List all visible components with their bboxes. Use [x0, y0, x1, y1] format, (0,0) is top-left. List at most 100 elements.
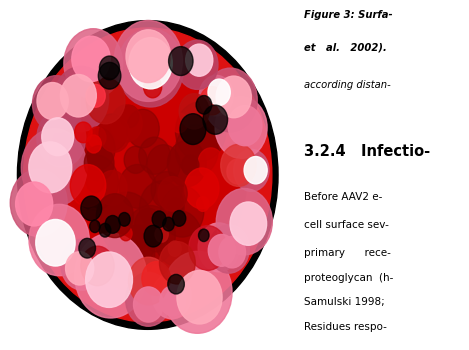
Circle shape [86, 172, 104, 193]
Circle shape [44, 52, 252, 298]
Circle shape [50, 59, 245, 291]
Circle shape [39, 46, 257, 303]
Circle shape [45, 54, 250, 296]
Circle shape [176, 40, 218, 89]
Circle shape [117, 138, 179, 212]
Circle shape [159, 241, 195, 284]
Circle shape [189, 226, 227, 271]
Circle shape [61, 239, 104, 290]
Text: Residues respo-: Residues respo- [304, 322, 387, 332]
Circle shape [86, 78, 125, 124]
Circle shape [99, 223, 111, 237]
Circle shape [48, 57, 247, 293]
Circle shape [33, 39, 263, 311]
Circle shape [208, 234, 235, 266]
Circle shape [134, 287, 163, 322]
Circle shape [100, 192, 153, 255]
Circle shape [78, 127, 115, 171]
Circle shape [48, 57, 247, 293]
Circle shape [197, 197, 209, 211]
Circle shape [70, 164, 106, 206]
Circle shape [152, 273, 191, 319]
Circle shape [119, 164, 156, 208]
Circle shape [158, 176, 187, 211]
Circle shape [219, 236, 245, 268]
Circle shape [124, 225, 155, 262]
Circle shape [67, 79, 228, 271]
Circle shape [84, 100, 212, 250]
Circle shape [120, 105, 139, 128]
Circle shape [104, 124, 191, 226]
Circle shape [228, 106, 262, 146]
Circle shape [37, 109, 86, 167]
Circle shape [216, 76, 251, 118]
Circle shape [173, 210, 186, 226]
Text: Figure 3: Surfa-: Figure 3: Surfa- [304, 10, 393, 21]
Circle shape [54, 66, 109, 132]
Circle shape [88, 127, 106, 148]
Circle shape [168, 241, 181, 256]
Circle shape [121, 144, 174, 206]
Circle shape [234, 149, 269, 191]
Circle shape [75, 233, 146, 318]
Circle shape [180, 114, 206, 145]
Circle shape [144, 171, 151, 178]
Circle shape [113, 134, 182, 216]
Circle shape [52, 61, 244, 289]
Circle shape [167, 141, 206, 187]
Circle shape [145, 225, 168, 252]
Circle shape [111, 105, 142, 142]
Circle shape [47, 56, 249, 294]
Circle shape [36, 219, 75, 266]
Circle shape [27, 32, 269, 319]
Circle shape [139, 137, 170, 174]
Circle shape [61, 72, 234, 278]
Circle shape [78, 92, 218, 258]
Text: et   al.   2002).: et al. 2002). [304, 42, 387, 52]
Circle shape [139, 181, 184, 234]
Circle shape [114, 21, 182, 102]
Circle shape [42, 118, 74, 156]
Circle shape [196, 96, 212, 114]
Circle shape [83, 98, 213, 252]
Circle shape [86, 102, 210, 248]
Circle shape [42, 50, 253, 300]
Circle shape [38, 44, 258, 306]
Circle shape [177, 271, 222, 324]
Circle shape [216, 189, 272, 255]
Circle shape [68, 81, 227, 269]
Circle shape [244, 156, 267, 184]
Circle shape [99, 118, 196, 232]
Circle shape [71, 155, 118, 210]
Text: Samulski 1998;: Samulski 1998; [304, 298, 385, 308]
Circle shape [35, 41, 261, 309]
Circle shape [143, 169, 152, 181]
Circle shape [66, 252, 94, 285]
Circle shape [221, 144, 256, 186]
Circle shape [99, 56, 120, 80]
Circle shape [17, 21, 278, 329]
Circle shape [96, 194, 133, 238]
Circle shape [28, 34, 267, 316]
Circle shape [117, 28, 184, 107]
Circle shape [87, 208, 100, 224]
Circle shape [86, 84, 105, 107]
Circle shape [184, 168, 219, 209]
Circle shape [107, 127, 188, 223]
Circle shape [200, 86, 224, 115]
Circle shape [41, 48, 255, 302]
Circle shape [227, 159, 248, 184]
Circle shape [199, 75, 234, 116]
Circle shape [32, 76, 80, 132]
Circle shape [23, 28, 272, 322]
Circle shape [105, 216, 120, 233]
Circle shape [131, 155, 165, 195]
Circle shape [175, 125, 218, 176]
Circle shape [97, 114, 199, 236]
Circle shape [53, 63, 242, 287]
Text: Before AAV2 e-: Before AAV2 e- [304, 193, 383, 203]
Circle shape [66, 78, 230, 272]
Circle shape [98, 116, 197, 234]
Circle shape [144, 76, 162, 98]
Circle shape [31, 37, 264, 313]
